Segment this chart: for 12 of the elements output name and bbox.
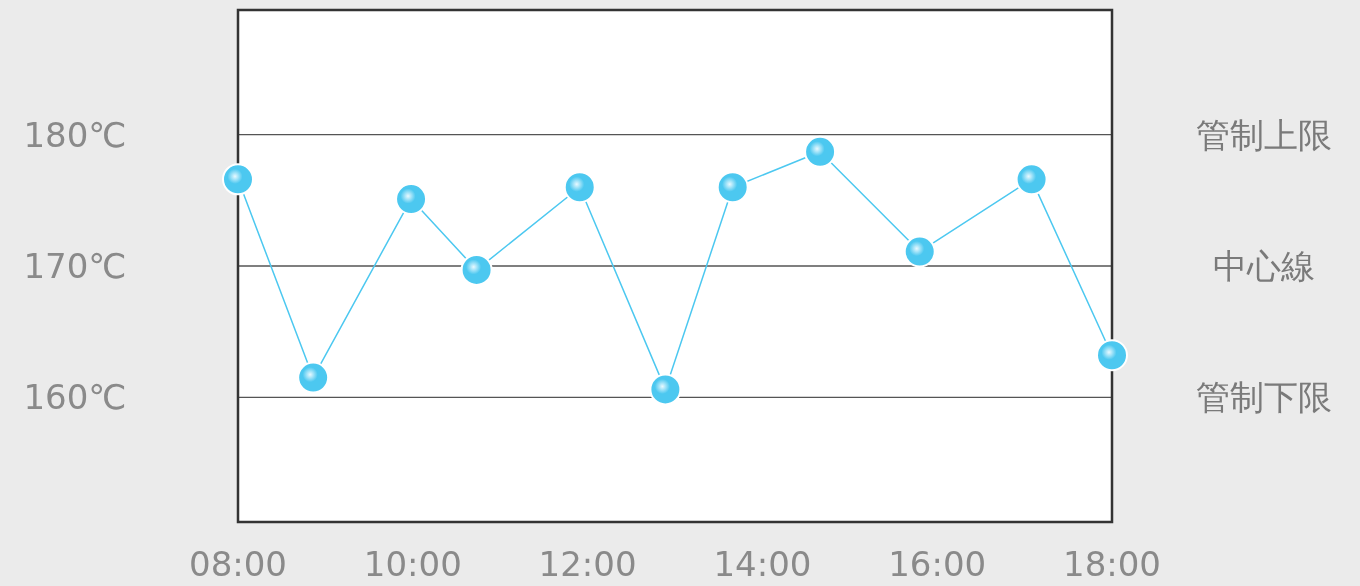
y-tick-label: 160℃	[23, 377, 127, 418]
x-tick-label: 10:00	[363, 544, 462, 584]
x-tick-label: 12:00	[538, 544, 637, 584]
x-tick-label: 18:00	[1063, 544, 1161, 584]
x-tick-label: 14:00	[713, 544, 812, 584]
x-tick-label: 16:00	[888, 544, 987, 584]
x-tick-label: 08:00	[189, 544, 287, 584]
ref-line-label: 管制上限	[1196, 114, 1332, 155]
y-tick-label: 170℃	[23, 246, 127, 286]
ref-line-label: 中心線	[1213, 246, 1315, 286]
ref-line-label: 管制下限	[1196, 377, 1332, 418]
y-tick-label: 180℃	[23, 114, 127, 155]
